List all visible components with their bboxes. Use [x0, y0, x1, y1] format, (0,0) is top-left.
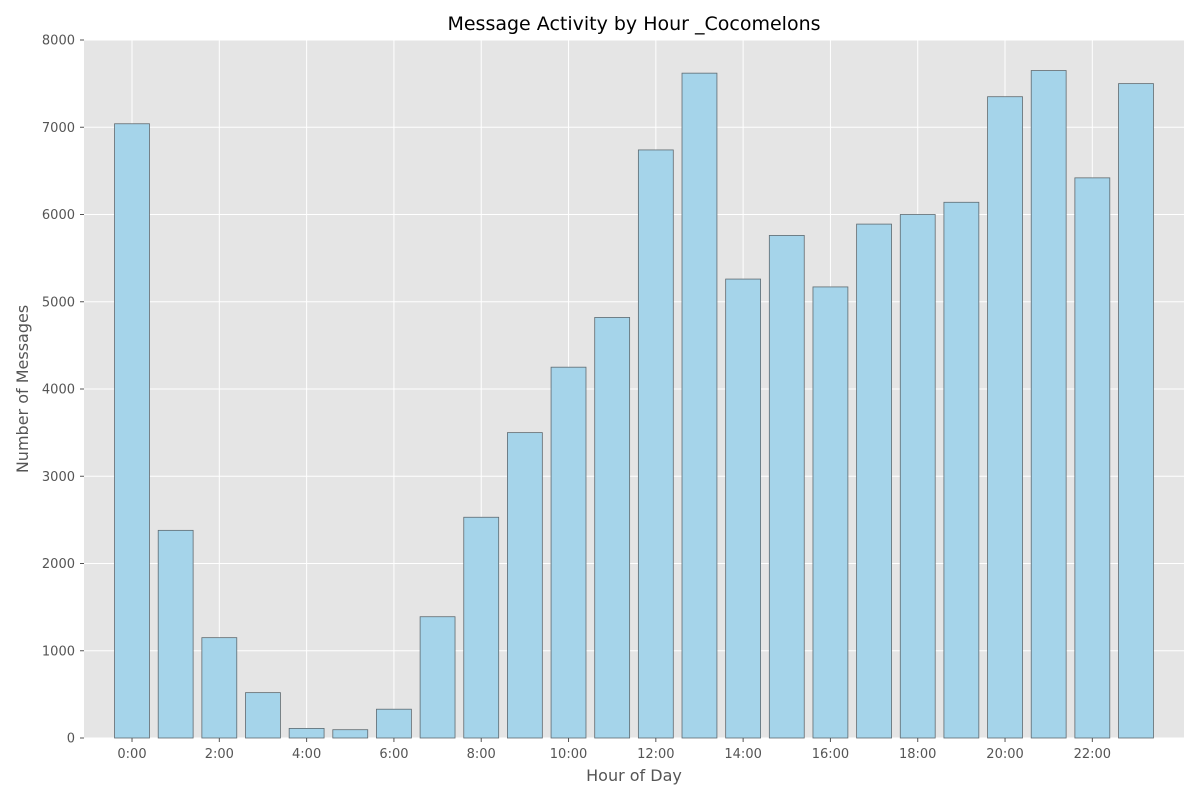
- x-tick-label: 20:00: [986, 747, 1023, 762]
- y-tick-label: 0: [67, 732, 75, 747]
- x-tick-label: 8:00: [467, 747, 496, 762]
- y-tick-label: 2000: [42, 557, 75, 572]
- bar-15: [768, 235, 805, 739]
- chart-title: Message Activity by Hour _Cocomelons: [447, 13, 820, 35]
- bar-22: [1074, 177, 1111, 739]
- x-tick-label: 14:00: [724, 747, 761, 762]
- bar-12: [637, 149, 674, 739]
- x-tick-label: 6:00: [379, 747, 408, 762]
- bar-17: [856, 223, 892, 739]
- bar-10: [550, 366, 587, 739]
- bar-4: [288, 728, 325, 739]
- bar-1: [157, 529, 194, 739]
- y-axis-label: Number of Messages: [13, 305, 32, 473]
- x-tick-label: 12:00: [637, 747, 674, 762]
- bar-13: [681, 72, 718, 739]
- bar-21: [1030, 70, 1067, 739]
- y-tick-label: 1000: [42, 644, 75, 659]
- x-axis-ticks: 0:00 2:00 4:00 6:00 8:00 10:00 12:00 14:00 16:00…: [117, 738, 1111, 762]
- y-tick-label: 4000: [42, 383, 75, 398]
- x-tick-label: 18:00: [899, 747, 936, 762]
- bar-20: [987, 96, 1023, 739]
- y-tick-label: 7000: [42, 121, 75, 136]
- bar-23: [1118, 83, 1154, 739]
- y-tick-label: 6000: [42, 208, 75, 223]
- bars: [114, 70, 1154, 739]
- x-tick-label: 10:00: [550, 747, 587, 762]
- bar-11: [594, 317, 631, 739]
- x-axis-label: Hour of Day: [586, 766, 682, 785]
- x-tick-label: 16:00: [812, 747, 849, 762]
- bar-19: [943, 201, 980, 739]
- bar-14: [725, 278, 761, 739]
- y-axis-ticks: 0 1000 2000 3000 4000 5000 6000 7000 8000: [42, 34, 84, 747]
- y-tick-label: 8000: [42, 34, 75, 49]
- bar-6: [376, 708, 412, 739]
- x-tick-label: 22:00: [1074, 747, 1111, 762]
- y-tick-label: 3000: [42, 470, 75, 485]
- bar-18: [899, 214, 936, 739]
- bar-3: [245, 692, 281, 739]
- bar-2: [201, 637, 238, 739]
- bar-16: [812, 286, 849, 739]
- x-tick-label: 4:00: [292, 747, 321, 762]
- bar-8: [463, 516, 500, 739]
- y-tick-label: 5000: [42, 295, 75, 310]
- bar-5: [332, 729, 369, 739]
- bar-0: [114, 123, 150, 739]
- x-tick-label: 2:00: [205, 747, 234, 762]
- x-tick-label: 0:00: [117, 747, 146, 762]
- bar-9: [507, 432, 543, 739]
- bar-7: [419, 616, 456, 739]
